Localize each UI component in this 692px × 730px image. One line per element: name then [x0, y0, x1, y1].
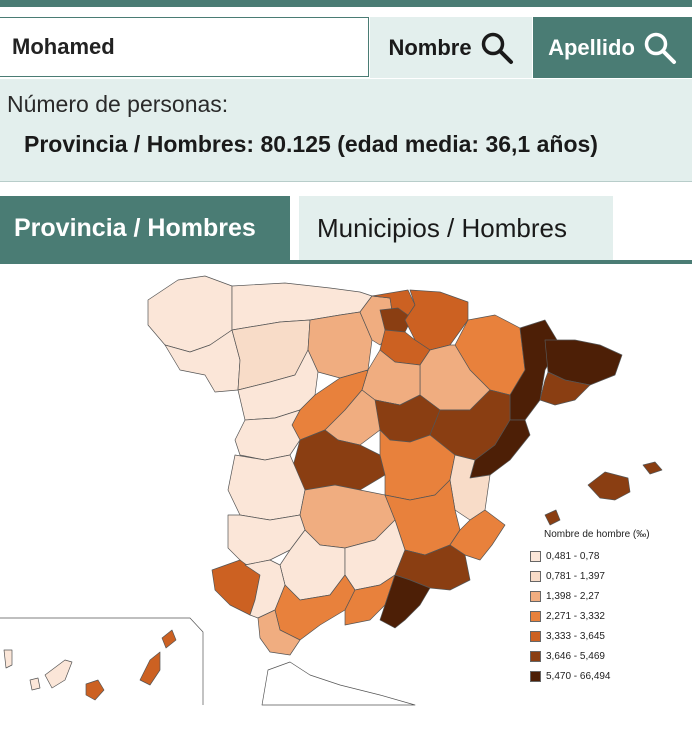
apellido-button-label: Apellido: [548, 34, 635, 60]
legend-label: 1,398 - 2,27: [546, 590, 600, 602]
legend-label: 0,481 - 0,78: [546, 550, 600, 562]
legend-label: 2,271 - 3,332: [546, 610, 605, 622]
legend-label: 3,646 - 5,469: [546, 650, 605, 662]
nombre-search-button[interactable]: Nombre: [370, 17, 532, 78]
map-region: [3, 649, 13, 669]
legend-item: 1,398 - 2,27: [530, 586, 690, 606]
summary-label: Número de personas:: [7, 91, 229, 117]
map-region: [544, 509, 561, 526]
map-region: [449, 454, 491, 521]
map-region: [29, 677, 41, 691]
map-region: [161, 629, 177, 649]
search-input[interactable]: [0, 17, 369, 77]
canary-inset-frame: [0, 617, 204, 705]
map-region: [307, 311, 373, 379]
legend-item: 0,481 - 0,78: [530, 546, 690, 566]
tab-underline: [0, 260, 692, 264]
legend-label: 5,470 - 66,494: [546, 670, 611, 682]
map-region: [227, 454, 306, 521]
map-region: [139, 651, 161, 686]
legend-swatch: [530, 570, 541, 582]
summary-value: Provincia / Hombres: 80.125 (edad media:…: [24, 131, 598, 157]
map-legend: Nombre de hombre (‰) 0,481 - 0,78 0,781 …: [530, 529, 690, 686]
spain-choropleth-map: [0, 275, 663, 706]
legend-swatch: [530, 550, 541, 562]
map-region: [44, 659, 73, 689]
top-accent-bar: [0, 0, 692, 7]
map-region: [587, 471, 631, 501]
legend-item: 0,781 - 1,397: [530, 566, 690, 586]
tab-municipios-hombres[interactable]: Municipios / Hombres: [299, 196, 613, 260]
map-region: [234, 409, 301, 461]
map-region: [539, 371, 591, 406]
legend-item: 3,646 - 5,469: [530, 646, 690, 666]
legend-swatch: [530, 670, 541, 682]
tab-bar: Provincia / Hombres Municipios / Hombres: [0, 196, 692, 264]
map-region: [379, 574, 431, 629]
legend-item: 3,333 - 3,645: [530, 626, 690, 646]
summary-panel: Número de personas: Provincia / Hombres:…: [0, 79, 692, 182]
legend-item: 2,271 - 3,332: [530, 606, 690, 626]
tab-provincia-hombres[interactable]: Provincia / Hombres: [0, 196, 290, 260]
map-region: [257, 609, 301, 656]
search-row: Nombre Apellido: [0, 17, 692, 79]
legend-label: 3,333 - 3,645: [546, 630, 605, 642]
map-region: [642, 461, 663, 475]
legend-swatch: [530, 610, 541, 622]
map-region: [85, 679, 105, 701]
nombre-button-label: Nombre: [388, 34, 472, 60]
legend-title: Nombre de hombre (‰): [544, 529, 650, 540]
legend-item: 5,470 - 66,494: [530, 666, 690, 686]
apellido-search-button[interactable]: Apellido: [533, 17, 692, 78]
legend-label: 0,781 - 1,397: [546, 570, 605, 582]
search-icon: [481, 32, 513, 64]
legend-swatch: [530, 650, 541, 662]
legend-swatch: [530, 590, 541, 602]
map-region: [261, 661, 416, 706]
search-icon: [644, 32, 676, 64]
legend-swatch: [530, 630, 541, 642]
